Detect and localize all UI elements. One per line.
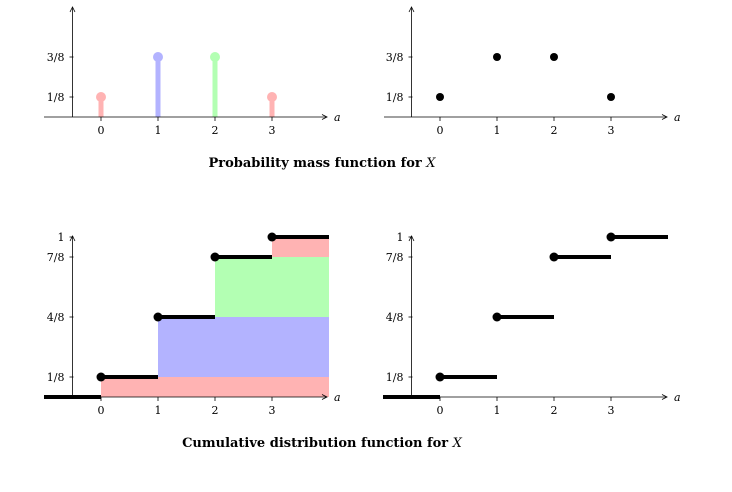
x-tick-label: 2 — [551, 404, 558, 417]
pmf-point — [607, 93, 615, 101]
y-axis-arrow — [408, 235, 415, 242]
x-tick-label: 0 — [98, 124, 105, 137]
x-tick-label: 0 — [437, 124, 444, 137]
x-axis-label: a — [674, 391, 681, 404]
pmf-stem-head — [267, 92, 277, 102]
cdf-point — [606, 232, 616, 242]
cdf-point — [549, 252, 559, 262]
pmf-stem-head — [96, 92, 106, 102]
x-axis-arrow — [661, 394, 668, 400]
y-tick-label: 1 — [58, 231, 65, 244]
x-tick-label: 1 — [494, 404, 501, 417]
cdf-point — [492, 312, 502, 322]
x-axis-label: a — [334, 391, 341, 404]
x-axis-arrow — [661, 114, 668, 120]
x-tick-label: 0 — [437, 404, 444, 417]
y-tick-label: 1 — [397, 231, 404, 244]
pmf-point — [436, 93, 444, 101]
x-tick-label: 3 — [269, 404, 276, 417]
x-tick-label: 1 — [155, 404, 162, 417]
cdf-caption: Cumulative distribution function for X — [182, 436, 463, 451]
cdf-point — [153, 312, 163, 322]
pmf-caption-var: X — [425, 156, 436, 171]
pmf-point — [550, 53, 558, 61]
pmf-point — [493, 53, 501, 61]
x-axis-arrow — [321, 394, 328, 400]
pmf-stem-head — [153, 52, 163, 62]
pmf-stem-plot: a 0 1 2 3 1/8 3/8 — [44, 6, 341, 137]
cdf-stacked-plot: a 0 1 2 3 1/8 4/8 7/8 1 — [44, 231, 341, 417]
y-tick-label: 7/8 — [386, 251, 404, 264]
cdf-caption-var: X — [452, 436, 463, 451]
cdf-point — [210, 252, 220, 262]
pmf-caption-text: Probability mass function for — [208, 156, 421, 171]
x-tick-label: 3 — [608, 124, 615, 137]
cdf-probability-block — [272, 237, 329, 257]
x-axis-arrow — [321, 114, 328, 120]
cdf-probability-block — [215, 257, 329, 317]
y-tick-label: 4/8 — [47, 311, 65, 324]
x-axis-label: a — [334, 111, 341, 124]
cdf-step-plot: a 0 1 2 3 1/8 4/8 7/8 1 — [383, 231, 681, 417]
x-tick-label: 2 — [212, 124, 219, 137]
pmf-stem-head — [210, 52, 220, 62]
x-tick-label: 1 — [155, 124, 162, 137]
y-axis-arrow — [408, 6, 415, 13]
y-tick-label: 3/8 — [386, 51, 404, 64]
cdf-probability-block — [158, 317, 329, 377]
cdf-caption-text: Cumulative distribution function for — [182, 436, 448, 451]
y-tick-label: 7/8 — [47, 251, 65, 264]
x-tick-label: 2 — [551, 124, 558, 137]
x-tick-label: 0 — [98, 404, 105, 417]
y-axis-arrow — [69, 235, 76, 242]
cdf-point — [435, 372, 445, 382]
x-tick-label: 2 — [212, 404, 219, 417]
y-axis-arrow — [69, 6, 76, 13]
cdf-point — [267, 232, 277, 242]
y-tick-label: 3/8 — [47, 51, 65, 64]
x-axis-label: a — [674, 111, 681, 124]
cdf-point — [96, 372, 106, 382]
x-tick-label: 1 — [494, 124, 501, 137]
y-tick-label: 1/8 — [386, 91, 404, 104]
x-tick-label: 3 — [608, 404, 615, 417]
y-tick-label: 1/8 — [386, 371, 404, 384]
pmf-dot-plot: a 0 1 2 3 1/8 3/8 — [384, 6, 681, 137]
y-tick-label: 1/8 — [47, 371, 65, 384]
pmf-caption: Probability mass function for X — [208, 156, 436, 171]
cdf-probability-block — [101, 377, 329, 397]
x-tick-label: 3 — [269, 124, 276, 137]
y-tick-label: 4/8 — [386, 311, 404, 324]
y-tick-label: 1/8 — [47, 91, 65, 104]
